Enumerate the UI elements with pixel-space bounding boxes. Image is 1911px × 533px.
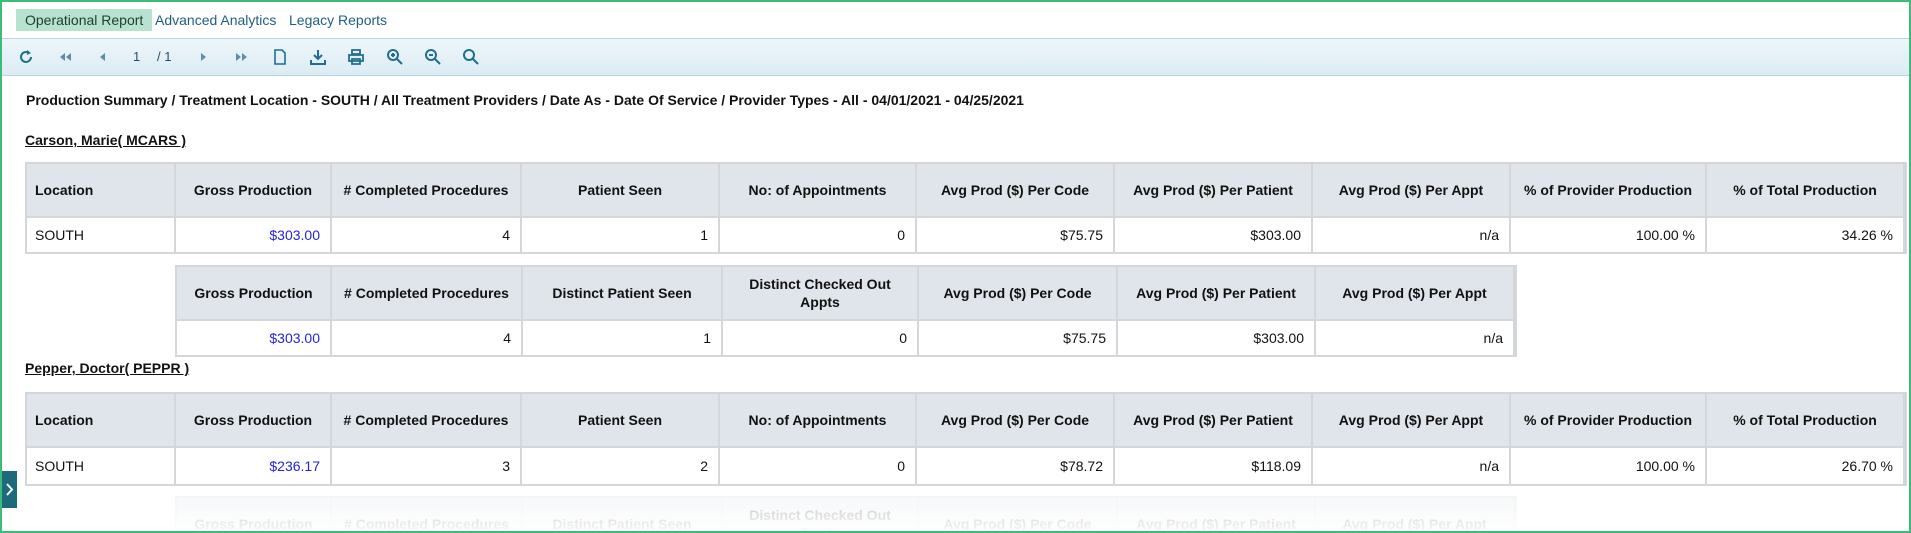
cell: 0 — [720, 448, 917, 484]
page-number[interactable]: 1 — [133, 49, 141, 64]
report-title: Production Summary / Treatment Location … — [26, 92, 1024, 108]
scroll-fade — [2, 490, 1909, 531]
column-header: # Completed Procedures — [332, 267, 523, 321]
search-button[interactable] — [461, 47, 481, 67]
cell: $75.75 — [919, 321, 1118, 355]
column-header: Avg Prod ($) Per Patient — [1115, 394, 1313, 448]
cell: 0 — [723, 321, 919, 355]
cell: 100.00 % — [1511, 448, 1707, 484]
cell: 3 — [332, 448, 522, 484]
column-header: No: of Appointments — [720, 394, 917, 448]
header-row: Location Gross Production # Completed Proc… — [27, 394, 1905, 448]
column-header: % of Total Production — [1707, 394, 1905, 448]
column-header: Avg Prod ($) Per Patient — [1118, 267, 1316, 321]
column-header: Gross Production — [176, 164, 332, 218]
document-button[interactable] — [270, 47, 290, 67]
column-header: Avg Prod ($) Per Code — [919, 267, 1118, 321]
cell: 1 — [522, 218, 720, 252]
tab[interactable]: Operational Report — [16, 9, 153, 31]
column-header: Gross Production — [176, 394, 332, 448]
cell: 2 — [522, 448, 720, 484]
column-header: Distinct Checked Out Appts — [723, 267, 919, 321]
provider-name: Carson, Marie( MCARS ) — [25, 132, 187, 148]
column-header: Avg Prod ($) Per Appt — [1313, 394, 1511, 448]
tab[interactable]: Advanced Analytics — [155, 12, 277, 28]
cell: $303.00 — [1115, 218, 1313, 252]
cell: 0 — [720, 218, 917, 252]
export-button[interactable] — [308, 47, 328, 67]
column-header: Avg Prod ($) Per Patient — [1115, 164, 1313, 218]
cell: $303.00 — [1118, 321, 1316, 355]
cell: 4 — [332, 321, 523, 355]
page-total: / 1 — [157, 49, 172, 64]
zoom-in-button[interactable] — [385, 47, 405, 67]
table: Location Gross Production # Completed Proc… — [25, 392, 1907, 486]
data-row: $303.00 4 1 0 $75.75 $303.00 n/a — [177, 321, 1515, 355]
table: Gross Production # Completed Procedures Di… — [175, 265, 1517, 357]
cell: $75.75 — [917, 218, 1115, 252]
last-page-button[interactable] — [232, 47, 252, 67]
cell: 1 — [523, 321, 723, 355]
cell: SOUTH — [27, 218, 176, 252]
data-row: SOUTH $303.00 4 1 0 $75.75 $303.00 n/a 100.00 % 3… — [27, 218, 1905, 252]
column-header: No: of Appointments — [720, 164, 917, 218]
cell: 34.26 % — [1707, 218, 1905, 252]
column-header: % of Provider Production — [1511, 164, 1707, 218]
refresh-button[interactable] — [16, 47, 36, 67]
link-cell[interactable]: $236.17 — [176, 448, 332, 484]
table: Location Gross Production # Completed Proc… — [25, 162, 1907, 254]
link-cell[interactable]: $303.00 — [177, 321, 332, 355]
cell: n/a — [1313, 448, 1511, 484]
data-row: SOUTH $236.17 3 2 0 $78.72 $118.09 n/a 100.00 % 2… — [27, 448, 1905, 484]
column-header: Patient Seen — [522, 164, 720, 218]
header-row: Location Gross Production # Completed Proc… — [27, 164, 1905, 218]
cell: n/a — [1313, 218, 1511, 252]
cell: 26.70 % — [1707, 448, 1905, 484]
column-header: Avg Prod ($) Per Code — [917, 394, 1115, 448]
column-header: % of Provider Production — [1511, 394, 1707, 448]
cell: $78.72 — [917, 448, 1115, 484]
column-header: Avg Prod ($) Per Code — [917, 164, 1115, 218]
cell: $118.09 — [1115, 448, 1313, 484]
column-header: Avg Prod ($) Per Appt — [1313, 164, 1511, 218]
link-cell[interactable]: $303.00 — [176, 218, 332, 252]
cell: 4 — [332, 218, 522, 252]
column-header: % of Total Production — [1707, 164, 1905, 218]
column-header: # Completed Procedures — [332, 394, 522, 448]
cell: n/a — [1316, 321, 1515, 355]
column-header: Location — [27, 394, 176, 448]
side-panel-toggle[interactable] — [2, 471, 17, 508]
toolbar: 1 / 1 — [2, 38, 1909, 76]
column-header: Location — [27, 164, 176, 218]
column-header: Gross Production — [177, 267, 332, 321]
column-header: Distinct Patient Seen — [523, 267, 723, 321]
zoom-out-button[interactable] — [423, 47, 443, 67]
provider-name: Pepper, Doctor( PEPPR ) — [25, 360, 190, 376]
tab[interactable]: Legacy Reports — [289, 12, 388, 28]
column-header: Patient Seen — [522, 394, 720, 448]
next-page-button[interactable] — [193, 47, 213, 67]
first-page-button[interactable] — [55, 47, 75, 67]
column-header: # Completed Procedures — [332, 164, 522, 218]
print-button[interactable] — [346, 47, 366, 67]
cell: SOUTH — [27, 448, 176, 484]
column-header: Avg Prod ($) Per Appt — [1316, 267, 1515, 321]
prev-page-button[interactable] — [93, 47, 113, 67]
tab-bar: Operational Report Advanced Analytics Le… — [2, 2, 1909, 38]
cell: 100.00 % — [1511, 218, 1707, 252]
